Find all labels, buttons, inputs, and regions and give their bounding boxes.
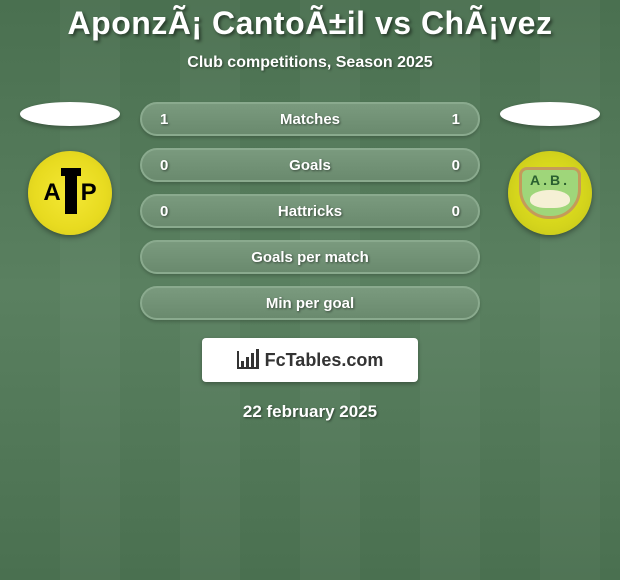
stat-right-value: 0 xyxy=(452,203,460,220)
stat-label: Goals xyxy=(289,157,331,174)
stats-column: 1 Matches 1 0 Goals 0 0 Hattricks 0 Goal… xyxy=(140,102,480,320)
stat-row-goals-per-match: Goals per match xyxy=(140,240,480,274)
badge-right-letters: A.B. xyxy=(530,172,570,188)
left-club-badge: A P xyxy=(28,151,112,235)
bar-chart-icon xyxy=(237,351,259,369)
animal-icon xyxy=(530,190,570,208)
stat-label: Hattricks xyxy=(278,203,342,220)
stat-left-value: 1 xyxy=(160,111,168,128)
sports-comparison-card: AponzÃ¡ CantoÃ±il vs ChÃ¡vez Club compet… xyxy=(0,0,620,580)
stat-label: Matches xyxy=(280,111,340,128)
competition-subtitle: Club competitions, Season 2025 xyxy=(0,54,620,72)
stat-label: Min per goal xyxy=(266,295,354,312)
match-title: AponzÃ¡ CantoÃ±il vs ChÃ¡vez xyxy=(0,5,620,42)
stat-row-hattricks: 0 Hattricks 0 xyxy=(140,194,480,228)
fctables-logo: FcTables.com xyxy=(202,338,418,382)
badge-left-letter-a: A xyxy=(43,179,60,207)
stat-label: Goals per match xyxy=(251,249,369,266)
stat-row-goals: 0 Goals 0 xyxy=(140,148,480,182)
stat-row-min-per-goal: Min per goal xyxy=(140,286,480,320)
stat-right-value: 1 xyxy=(452,111,460,128)
shield-icon: A.B. xyxy=(519,167,581,219)
stat-left-value: 0 xyxy=(160,203,168,220)
stat-left-value: 0 xyxy=(160,157,168,174)
badge-left-letter-p: P xyxy=(81,179,97,207)
date-label: 22 february 2025 xyxy=(0,402,620,422)
stat-right-value: 0 xyxy=(452,157,460,174)
right-club-badge: A.B. xyxy=(508,151,592,235)
logo-text: FcTables.com xyxy=(265,350,384,371)
left-player-plate xyxy=(20,102,120,126)
right-player-plate xyxy=(500,102,600,126)
left-player-column: A P xyxy=(20,102,120,235)
main-comparison-area: A P 1 Matches 1 0 Goals 0 0 Hattricks 0 xyxy=(0,102,620,320)
right-player-column: A.B. xyxy=(500,102,600,235)
oil-derrick-icon xyxy=(65,172,77,214)
stat-row-matches: 1 Matches 1 xyxy=(140,102,480,136)
